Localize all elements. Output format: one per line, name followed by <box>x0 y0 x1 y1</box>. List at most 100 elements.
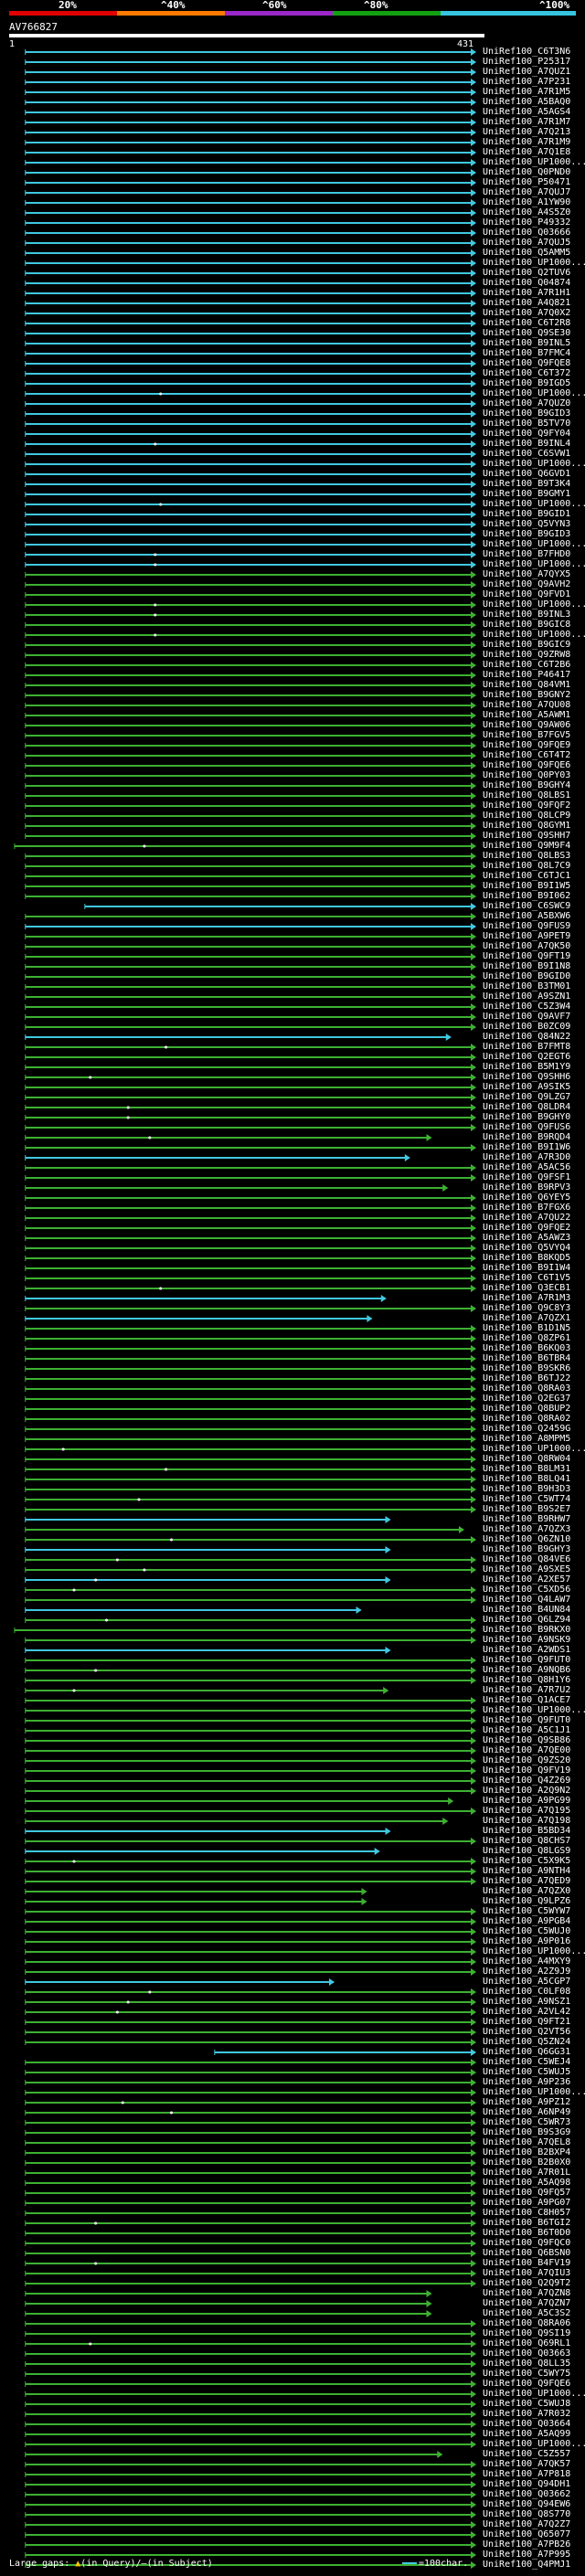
hit-label[interactable]: UniRef100_A7QYX5 <box>483 569 571 579</box>
hit-label[interactable]: UniRef100_C6T1V5 <box>483 1273 571 1283</box>
hit-label[interactable]: UniRef100_A5AGS4 <box>483 107 571 117</box>
hit-label[interactable]: UniRef100_B9I1W6 <box>483 1142 571 1152</box>
hit-label[interactable]: UniRef100_Q5VYQ4 <box>483 1243 571 1253</box>
hit-label[interactable]: UniRef100_UP1000... <box>483 1946 585 1956</box>
hit-label[interactable]: UniRef100_UP1000... <box>483 459 585 469</box>
hit-label[interactable]: UniRef100_B9GHY3 <box>483 1544 571 1554</box>
hit-label[interactable]: UniRef100_A9P016 <box>483 1936 571 1946</box>
hit-label[interactable]: UniRef100_Q9FVD1 <box>483 589 571 599</box>
hit-label[interactable]: UniRef100_C6T372 <box>483 368 571 378</box>
hit-label[interactable]: UniRef100_A7QZN7 <box>483 2298 571 2308</box>
hit-label[interactable]: UniRef100_B9GIC9 <box>483 640 571 650</box>
hit-label[interactable]: UniRef100_Q2TUV6 <box>483 268 571 278</box>
hit-label[interactable]: UniRef100_Q9FQF2 <box>483 800 571 811</box>
hit-label[interactable]: UniRef100_A1YW90 <box>483 197 571 207</box>
hit-label[interactable]: UniRef100_B9GHY4 <box>483 780 571 790</box>
hit-label[interactable]: UniRef100_Q8RA02 <box>483 1414 571 1424</box>
hit-label[interactable]: UniRef100_Q94DH1 <box>483 2479 571 2489</box>
hit-label[interactable]: UniRef100_A4S5Z0 <box>483 207 571 217</box>
hit-label[interactable]: UniRef100_Q9FQE8 <box>483 358 571 368</box>
hit-label[interactable]: UniRef100_A2WDS1 <box>483 1645 571 1655</box>
hit-label[interactable]: UniRef100_A9NSK9 <box>483 1635 571 1645</box>
hit-label[interactable]: UniRef100_Q8ZP61 <box>483 1333 571 1343</box>
hit-label[interactable]: UniRef100_Q9M9F4 <box>483 841 571 851</box>
hit-label[interactable]: UniRef100_Q3ECB1 <box>483 1283 571 1293</box>
hit-label[interactable]: UniRef100_B9IGD5 <box>483 378 571 388</box>
hit-label[interactable]: UniRef100_A7QUJ5 <box>483 238 571 248</box>
hit-label[interactable]: UniRef100_Q5ZN24 <box>483 2037 571 2047</box>
hit-label[interactable]: UniRef100_C5WT74 <box>483 1494 571 1504</box>
hit-label[interactable]: UniRef100_B9S2E7 <box>483 1504 571 1514</box>
hit-label[interactable]: UniRef100_Q9FUT0 <box>483 1655 571 1665</box>
hit-label[interactable]: UniRef100_Q9FY04 <box>483 429 571 439</box>
hit-label[interactable]: UniRef100_A7QZX0 <box>483 1886 571 1896</box>
hit-label[interactable]: UniRef100_B9GHY0 <box>483 1112 571 1122</box>
hit-label[interactable]: UniRef100_Q8LDR4 <box>483 1102 571 1112</box>
hit-label[interactable]: UniRef100_A9SIK5 <box>483 1082 571 1092</box>
hit-label[interactable]: UniRef100_Q9SHH6 <box>483 1072 571 1082</box>
hit-label[interactable]: UniRef100_Q0PY03 <box>483 770 571 780</box>
hit-label[interactable]: UniRef100_Q8RA06 <box>483 2318 571 2328</box>
hit-label[interactable]: UniRef100_A5AC56 <box>483 1162 571 1172</box>
hit-label[interactable]: UniRef100_Q65077 <box>483 2529 571 2539</box>
hit-label[interactable]: UniRef100_Q9LPZ6 <box>483 1896 571 1906</box>
hit-label[interactable]: UniRef100_A9PG99 <box>483 1796 571 1806</box>
hit-label[interactable]: UniRef100_B9T3K4 <box>483 479 571 489</box>
hit-label[interactable]: UniRef100_A5AWZ3 <box>483 1233 571 1243</box>
hit-label[interactable]: UniRef100_Q9FQE6 <box>483 760 571 770</box>
hit-label[interactable]: UniRef100_A7QEL8 <box>483 2137 571 2147</box>
hit-label[interactable]: UniRef100_Q9LZG7 <box>483 1092 571 1102</box>
hit-label[interactable]: UniRef100_Q9FT21 <box>483 2017 571 2027</box>
hit-label[interactable]: UniRef100_A5AQ99 <box>483 2429 571 2439</box>
hit-label[interactable]: UniRef100_UP1000... <box>483 559 585 569</box>
hit-label[interactable]: UniRef100_A9NSZ1 <box>483 1997 571 2007</box>
hit-label[interactable]: UniRef100_C6TJC1 <box>483 871 571 881</box>
hit-label[interactable]: UniRef100_B9GID3 <box>483 408 571 419</box>
hit-label[interactable]: UniRef100_Q4PMJ1 <box>483 2560 571 2570</box>
hit-label[interactable]: UniRef100_B4FV19 <box>483 2258 571 2268</box>
hit-label[interactable]: UniRef100_UP1000... <box>483 157 585 167</box>
hit-label[interactable]: UniRef100_B5M1Y9 <box>483 1062 571 1072</box>
hit-label[interactable]: UniRef100_Q8H1Y6 <box>483 1675 571 1685</box>
hit-label[interactable]: UniRef100_UP1000... <box>483 599 585 610</box>
hit-label[interactable]: UniRef100_A4Q821 <box>483 298 571 308</box>
hit-label[interactable]: UniRef100_A7QU08 <box>483 700 571 710</box>
hit-label[interactable]: UniRef100_Q84VE6 <box>483 1554 571 1564</box>
hit-label[interactable]: UniRef100_Q03664 <box>483 2419 571 2429</box>
hit-label[interactable]: UniRef100_B9INL3 <box>483 610 571 620</box>
hit-label[interactable]: UniRef100_A5C1J1 <box>483 1725 571 1735</box>
hit-label[interactable]: UniRef100_Q6ZN10 <box>483 1534 571 1544</box>
hit-label[interactable]: UniRef100_P50471 <box>483 177 571 187</box>
hit-label[interactable]: UniRef100_Q9FQC0 <box>483 2238 571 2248</box>
hit-label[interactable]: UniRef100_Q9FUS6 <box>483 1122 571 1132</box>
hit-label[interactable]: UniRef100_UP1000... <box>483 1705 585 1715</box>
hit-label[interactable]: UniRef100_Q9ZRW8 <box>483 650 571 660</box>
hit-label[interactable]: UniRef100_UP1000... <box>483 499 585 509</box>
hit-label[interactable]: UniRef100_A9NQB6 <box>483 1665 571 1675</box>
hit-label[interactable]: UniRef100_B7FGV5 <box>483 730 571 740</box>
hit-label[interactable]: UniRef100_C6T3N6 <box>483 47 571 57</box>
hit-label[interactable]: UniRef100_Q9SE30 <box>483 328 571 338</box>
hit-label[interactable]: UniRef100_UP1000... <box>483 2389 585 2399</box>
hit-label[interactable]: UniRef100_A5AWM1 <box>483 710 571 720</box>
hit-label[interactable]: UniRef100_A7QIU3 <box>483 2268 571 2278</box>
hit-label[interactable]: UniRef100_Q4Z269 <box>483 1776 571 1786</box>
hit-label[interactable]: UniRef100_A7R1M7 <box>483 117 571 127</box>
hit-label[interactable]: UniRef100_UP1000... <box>483 1444 585 1454</box>
hit-label[interactable]: UniRef100_A7R01L <box>483 2168 571 2178</box>
hit-label[interactable]: UniRef100_Q6YEY5 <box>483 1193 571 1203</box>
hit-label[interactable]: UniRef100_P25317 <box>483 57 571 67</box>
hit-label[interactable]: UniRef100_B4UN84 <box>483 1605 571 1615</box>
hit-label[interactable]: UniRef100_C5WUJ0 <box>483 1926 571 1936</box>
hit-label[interactable]: UniRef100_Q84N22 <box>483 1032 571 1042</box>
hit-label[interactable]: UniRef100_B9RQD4 <box>483 1132 571 1142</box>
hit-label[interactable]: UniRef100_Q69RL1 <box>483 2338 571 2348</box>
hit-label[interactable]: UniRef100_Q2VT56 <box>483 2027 571 2037</box>
hit-label[interactable]: UniRef100_B9INL4 <box>483 439 571 449</box>
hit-label[interactable]: UniRef100_A2VL42 <box>483 2007 571 2017</box>
hit-label[interactable]: UniRef100_B9GIC8 <box>483 620 571 630</box>
hit-label[interactable]: UniRef100_Q2459G <box>483 1424 571 1434</box>
hit-label[interactable]: UniRef100_A7Q2Z7 <box>483 2519 571 2529</box>
hit-label[interactable]: UniRef100_B8LQ41 <box>483 1474 571 1484</box>
hit-label[interactable]: UniRef100_Q9FQ57 <box>483 2188 571 2198</box>
